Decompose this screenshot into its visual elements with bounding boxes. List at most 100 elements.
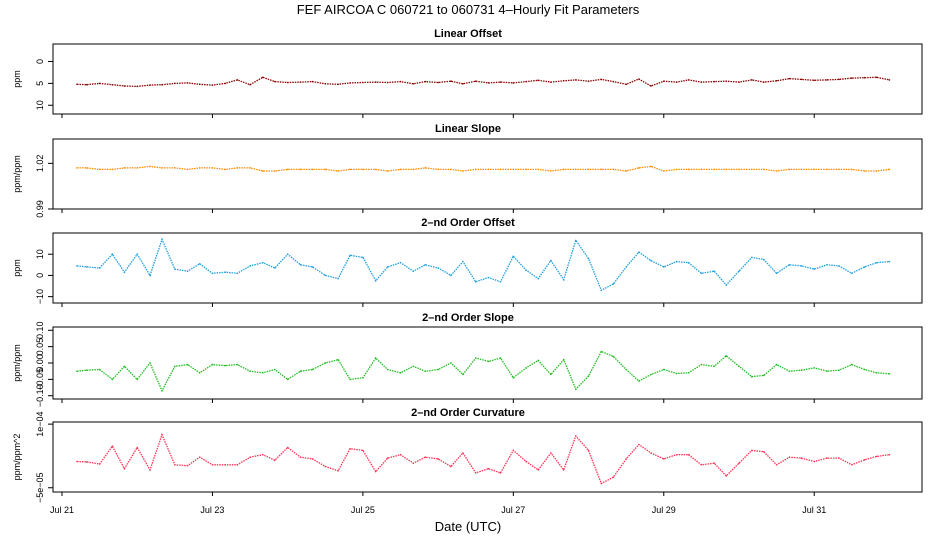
data-point bbox=[537, 277, 539, 280]
data-point bbox=[525, 367, 527, 369]
data-point bbox=[813, 367, 815, 369]
x-tick-label: Jul 29 bbox=[652, 505, 676, 515]
data-point bbox=[161, 238, 163, 241]
data-point bbox=[800, 265, 803, 267]
y-tick-label: 1e−04 bbox=[35, 411, 45, 436]
data-point bbox=[337, 358, 339, 361]
data-point bbox=[374, 279, 377, 282]
data-point bbox=[537, 359, 539, 362]
data-point bbox=[186, 168, 189, 171]
data-point bbox=[211, 167, 214, 169]
x-axis: Jul 21 Jul 23 Jul 25 Jul 27 Jul 29 Jul 31 bbox=[50, 505, 826, 515]
data-point bbox=[813, 168, 815, 171]
data-point bbox=[638, 78, 640, 80]
panel-title: 2–nd Order Offset bbox=[421, 217, 515, 229]
data-point bbox=[575, 388, 577, 391]
data-point bbox=[512, 168, 515, 171]
series-line bbox=[76, 76, 890, 88]
data-point bbox=[663, 266, 665, 268]
data-point bbox=[713, 270, 715, 273]
data-point bbox=[412, 83, 415, 85]
data-point bbox=[713, 168, 715, 171]
data-point bbox=[763, 450, 765, 453]
panels: Linear Offset ppm 0 5 10 Linear Slope ppm/ppm 0… bbox=[12, 28, 923, 503]
data-point bbox=[738, 168, 740, 171]
data-point bbox=[450, 465, 452, 468]
data-point bbox=[149, 165, 151, 168]
data-point bbox=[863, 459, 866, 461]
data-point bbox=[337, 170, 339, 172]
data-point bbox=[738, 81, 740, 83]
data-point bbox=[174, 365, 176, 368]
data-point bbox=[800, 457, 803, 459]
data-point bbox=[299, 370, 302, 373]
data-point bbox=[600, 350, 603, 353]
data-point bbox=[174, 464, 176, 466]
data-point bbox=[349, 168, 351, 171]
data-point bbox=[826, 79, 828, 81]
data-point bbox=[612, 80, 615, 83]
data-point bbox=[550, 452, 552, 454]
panel-frame bbox=[52, 43, 923, 115]
data-point bbox=[788, 168, 791, 171]
data-point bbox=[386, 368, 389, 371]
y-axis-label: ppm/ppm bbox=[12, 155, 22, 193]
data-point bbox=[587, 168, 590, 171]
data-point bbox=[136, 167, 138, 169]
data-point bbox=[575, 239, 577, 242]
data-point bbox=[399, 372, 402, 374]
data-point bbox=[763, 168, 765, 171]
figure-title: FEF AIRCOA C 060721 to 060731 4–Hourly F… bbox=[297, 2, 640, 17]
data-point bbox=[575, 79, 577, 81]
data-point bbox=[863, 368, 866, 371]
data-point bbox=[198, 263, 201, 265]
data-point bbox=[86, 167, 88, 169]
data-point bbox=[763, 258, 765, 261]
data-point bbox=[474, 472, 477, 474]
data-point bbox=[424, 370, 427, 373]
data-point bbox=[826, 168, 828, 171]
data-point bbox=[274, 80, 276, 83]
y-tick-label: 0.05 bbox=[35, 338, 45, 356]
panel-2: Linear Slope ppm/ppm 0.99 1.02 bbox=[12, 123, 923, 218]
data-point bbox=[111, 83, 114, 86]
data-point bbox=[738, 270, 740, 273]
data-point bbox=[450, 362, 452, 364]
data-point bbox=[412, 168, 415, 171]
data-point bbox=[625, 368, 627, 371]
data-point bbox=[763, 374, 765, 377]
data-point bbox=[274, 368, 276, 371]
data-point bbox=[286, 378, 289, 381]
data-point bbox=[612, 355, 615, 358]
data-point bbox=[663, 80, 665, 82]
data-point bbox=[499, 357, 502, 359]
data-point bbox=[550, 81, 552, 83]
data-point bbox=[625, 458, 627, 460]
data-point bbox=[424, 167, 427, 169]
data-point bbox=[362, 376, 364, 379]
data-point bbox=[612, 476, 615, 479]
data-point bbox=[111, 445, 114, 448]
data-point bbox=[362, 168, 364, 171]
data-point bbox=[775, 272, 778, 275]
data-point bbox=[249, 265, 251, 267]
data-point bbox=[76, 83, 78, 86]
data-point bbox=[437, 168, 439, 171]
data-point bbox=[525, 460, 527, 463]
data-point bbox=[738, 365, 740, 368]
data-point bbox=[713, 365, 715, 368]
data-point bbox=[349, 254, 351, 257]
data-point bbox=[198, 83, 201, 86]
data-point bbox=[174, 268, 176, 270]
data-point bbox=[725, 355, 727, 357]
panel-title: 2–nd Order Slope bbox=[422, 312, 514, 324]
data-point bbox=[512, 82, 515, 84]
data-point bbox=[437, 368, 439, 371]
data-point bbox=[650, 85, 652, 87]
data-point bbox=[324, 274, 327, 277]
data-point bbox=[198, 372, 201, 374]
data-point bbox=[462, 373, 464, 376]
data-point bbox=[775, 170, 778, 172]
data-point bbox=[888, 260, 891, 263]
data-point bbox=[424, 456, 427, 459]
